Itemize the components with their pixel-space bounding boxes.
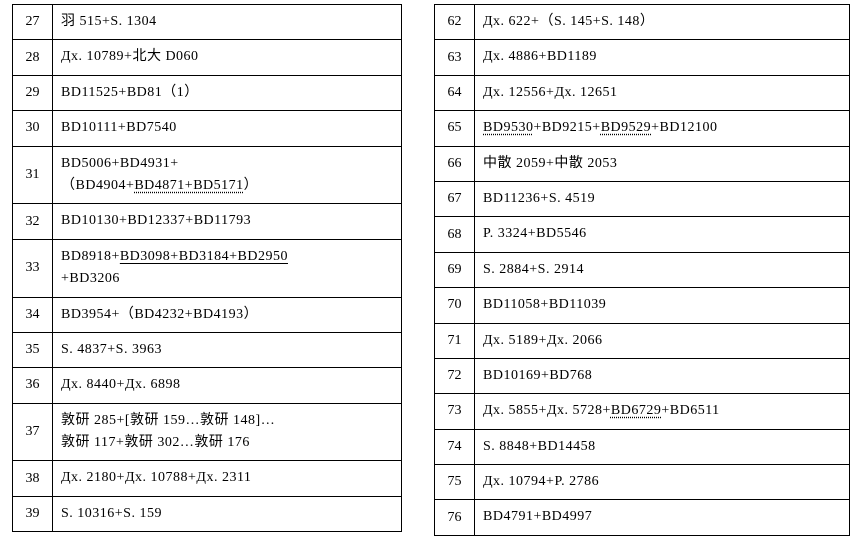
row-number: 70: [435, 288, 475, 322]
row-value: Дх. 5855+Дх. 5728+BD6729+BD6511: [475, 394, 849, 428]
table-row: 33BD8918+BD3098+BD3184+BD2950+BD3206: [12, 240, 402, 298]
table-row: 71Дх. 5189+Дх. 2066: [434, 324, 850, 359]
row-number: 31: [13, 147, 53, 204]
row-number: 69: [435, 253, 475, 287]
row-number: 27: [13, 5, 53, 39]
row-number: 71: [435, 324, 475, 358]
row-value: S. 2884+S. 2914: [475, 253, 849, 287]
row-value: Дх. 4886+BD1189: [475, 40, 849, 74]
row-value: BD4791+BD4997: [475, 500, 849, 534]
row-number: 62: [435, 5, 475, 39]
row-number: 33: [13, 240, 53, 297]
table-row: 37敦研 285+[敦研 159…敦研 148]…敦研 117+敦研 302…敦…: [12, 404, 402, 462]
row-value: BD3954+（BD4232+BD4193）: [53, 298, 401, 332]
row-value: 中散 2059+中散 2053: [475, 147, 849, 181]
table-row: 62Дх. 622+（S. 145+S. 148）: [434, 4, 850, 40]
row-value: BD11236+S. 4519: [475, 182, 849, 216]
table-row: 35S. 4837+S. 3963: [12, 333, 402, 368]
row-number: 28: [13, 40, 53, 74]
row-number: 36: [13, 368, 53, 402]
table-row: 69S. 2884+S. 2914: [434, 253, 850, 288]
table-row: 70BD11058+BD11039: [434, 288, 850, 323]
table-row: 63Дх. 4886+BD1189: [434, 40, 850, 75]
row-number: 68: [435, 217, 475, 251]
row-number: 67: [435, 182, 475, 216]
row-number: 35: [13, 333, 53, 367]
table-row: 65BD9530+BD9215+BD9529+BD12100: [434, 111, 850, 146]
row-value: Дх. 10789+北大 D060: [53, 40, 401, 74]
row-value: Дх. 10794+P. 2786: [475, 465, 849, 499]
row-number: 63: [435, 40, 475, 74]
table-row: 30BD10111+BD7540: [12, 111, 402, 146]
right-table: 62Дх. 622+（S. 145+S. 148）63Дх. 4886+BD11…: [434, 4, 850, 528]
table-row: 36Дх. 8440+Дх. 6898: [12, 368, 402, 403]
row-number: 64: [435, 76, 475, 110]
row-value: BD10111+BD7540: [53, 111, 401, 145]
table-row: 67BD11236+S. 4519: [434, 182, 850, 217]
table-row: 76BD4791+BD4997: [434, 500, 850, 535]
table-row: 31BD5006+BD4931+（BD4904+BD4871+BD5171）: [12, 147, 402, 205]
row-value: BD9530+BD9215+BD9529+BD12100: [475, 111, 849, 145]
row-value: Дх. 12556+Дх. 12651: [475, 76, 849, 110]
row-number: 72: [435, 359, 475, 393]
row-number: 32: [13, 204, 53, 238]
row-value: BD10169+BD768: [475, 359, 849, 393]
table-row: 28Дх. 10789+北大 D060: [12, 40, 402, 75]
row-value: 敦研 285+[敦研 159…敦研 148]…敦研 117+敦研 302…敦研 …: [53, 404, 401, 461]
row-number: 39: [13, 497, 53, 531]
table-row: 66中散 2059+中散 2053: [434, 147, 850, 182]
row-value: S. 10316+S. 159: [53, 497, 401, 531]
row-value: S. 4837+S. 3963: [53, 333, 401, 367]
row-value: BD10130+BD12337+BD11793: [53, 204, 401, 238]
row-value: Дх. 5189+Дх. 2066: [475, 324, 849, 358]
table-row: 64Дх. 12556+Дх. 12651: [434, 76, 850, 111]
table-row: 73Дх. 5855+Дх. 5728+BD6729+BD6511: [434, 394, 850, 429]
row-number: 38: [13, 461, 53, 495]
table-row: 72BD10169+BD768: [434, 359, 850, 394]
row-number: 37: [13, 404, 53, 461]
row-number: 75: [435, 465, 475, 499]
row-value: P. 3324+BD5546: [475, 217, 849, 251]
left-table: 27羽 515+S. 130428Дх. 10789+北大 D06029BD11…: [12, 4, 402, 528]
row-value: BD11525+BD81（1）: [53, 76, 401, 110]
row-value: BD5006+BD4931+（BD4904+BD4871+BD5171）: [53, 147, 401, 204]
row-value: Дх. 8440+Дх. 6898: [53, 368, 401, 402]
row-number: 34: [13, 298, 53, 332]
row-number: 74: [435, 430, 475, 464]
table-row: 34BD3954+（BD4232+BD4193）: [12, 298, 402, 333]
table-row: 68P. 3324+BD5546: [434, 217, 850, 252]
row-value: S. 8848+BD14458: [475, 430, 849, 464]
row-number: 29: [13, 76, 53, 110]
table-row: 74S. 8848+BD14458: [434, 430, 850, 465]
row-number: 73: [435, 394, 475, 428]
row-value: 羽 515+S. 1304: [53, 5, 401, 39]
table-row: 38Дх. 2180+Дх. 10788+Дх. 2311: [12, 461, 402, 496]
table-row: 32BD10130+BD12337+BD11793: [12, 204, 402, 239]
row-number: 30: [13, 111, 53, 145]
table-row: 75Дх. 10794+P. 2786: [434, 465, 850, 500]
table-row: 27羽 515+S. 1304: [12, 4, 402, 40]
row-number: 76: [435, 500, 475, 534]
table-row: 39S. 10316+S. 159: [12, 497, 402, 532]
row-value: Дх. 2180+Дх. 10788+Дх. 2311: [53, 461, 401, 495]
row-value: Дх. 622+（S. 145+S. 148）: [475, 5, 849, 39]
table-row: 29BD11525+BD81（1）: [12, 76, 402, 111]
row-number: 65: [435, 111, 475, 145]
row-value: BD8918+BD3098+BD3184+BD2950+BD3206: [53, 240, 401, 297]
row-number: 66: [435, 147, 475, 181]
row-value: BD11058+BD11039: [475, 288, 849, 322]
